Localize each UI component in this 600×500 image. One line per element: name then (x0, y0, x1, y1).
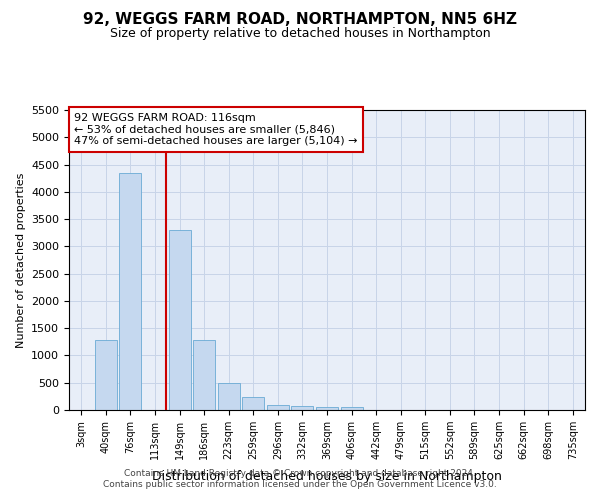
Bar (193, 340, 215, 410)
Bar (169, 230, 191, 410)
Y-axis label: Number of detached properties: Number of detached properties (16, 172, 26, 348)
X-axis label: Distribution of detached houses by size in Northampton: Distribution of detached houses by size … (152, 470, 502, 484)
Bar (292, 406, 313, 410)
Bar (95, 340, 117, 410)
Text: Contains HM Land Registry data © Crown copyright and database right 2024.: Contains HM Land Registry data © Crown c… (124, 468, 476, 477)
Bar (242, 398, 265, 410)
Bar (341, 408, 362, 410)
Text: 92, WEGGS FARM ROAD, NORTHAMPTON, NN5 6HZ: 92, WEGGS FARM ROAD, NORTHAMPTON, NN5 6H… (83, 12, 517, 28)
Text: Contains public sector information licensed under the Open Government Licence v3: Contains public sector information licen… (103, 480, 497, 489)
Text: 92 WEGGS FARM ROAD: 116sqm
← 53% of detached houses are smaller (5,846)
47% of s: 92 WEGGS FARM ROAD: 116sqm ← 53% of deta… (74, 113, 358, 146)
Bar (267, 404, 289, 410)
Bar (218, 384, 240, 410)
Text: Size of property relative to detached houses in Northampton: Size of property relative to detached ho… (110, 28, 490, 40)
Bar (316, 407, 338, 410)
Bar (119, 172, 142, 410)
